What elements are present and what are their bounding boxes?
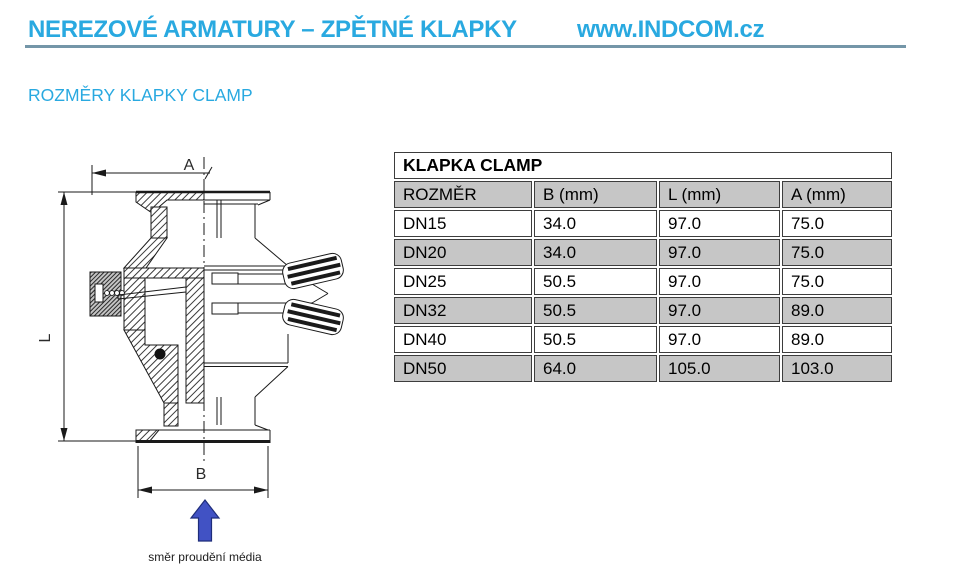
table-row: DN15 34.0 97.0 75.0	[394, 210, 893, 237]
table-cell-a: 75.0	[782, 239, 893, 266]
table-row: DN25 50.5 97.0 75.0	[394, 268, 893, 295]
table-cell-size: DN15	[394, 210, 532, 237]
dimension-a	[91, 165, 213, 195]
table-cell-l: 97.0	[659, 239, 780, 266]
section-subtitle: ROZMĚRY KLAPKY CLAMP	[28, 85, 253, 105]
valve-technical-drawing: A L	[37, 157, 344, 564]
table-cell-size: DN25	[394, 268, 532, 295]
table-row: DN50 64.0 105.0 103.0	[394, 355, 893, 382]
table-cell-a: 89.0	[782, 297, 893, 324]
table-cell-b: 50.5	[534, 326, 657, 353]
dim-a-label: A	[184, 157, 195, 174]
flow-caption: směr proudění média	[148, 550, 262, 564]
table-cell-a: 75.0	[782, 210, 893, 237]
dims-table-body: DN15 34.0 97.0 75.0 DN20 34.0 97.0 75.0 DN25 50.5…	[394, 210, 893, 382]
header-rule	[25, 45, 906, 48]
page-title: NEREZOVÉ ARMATURY – ZPĚTNÉ KLAPKY	[28, 16, 517, 43]
table-cell-l: 97.0	[659, 210, 780, 237]
col-header-rozmer: ROZMĚR	[394, 181, 532, 208]
dimension-l	[58, 191, 136, 442]
table-cell-size: DN50	[394, 355, 532, 382]
table-cell-size: DN40	[394, 326, 532, 353]
website-link[interactable]: www.INDCOM.cz	[577, 16, 765, 43]
pivot-ball	[154, 348, 166, 360]
table-cell-a: 103.0	[782, 355, 893, 382]
dimension-b	[137, 446, 269, 498]
table-row: DN32 50.5 97.0 89.0	[394, 297, 893, 324]
dim-l-label: L	[37, 333, 54, 342]
table-title: KLAPKA CLAMP	[394, 152, 893, 179]
table-cell-b: 64.0	[534, 355, 657, 382]
table-cell-b: 34.0	[534, 239, 657, 266]
table-cell-a: 75.0	[782, 268, 893, 295]
col-header-b: B (mm)	[534, 181, 657, 208]
table-cell-a: 89.0	[782, 326, 893, 353]
table-cell-b: 50.5	[534, 268, 657, 295]
dimensions-table: KLAPKA CLAMP ROZMĚR B (mm) L (mm) A (mm)…	[392, 150, 894, 384]
table-row: DN20 34.0 97.0 75.0	[394, 239, 893, 266]
table-title-row: KLAPKA CLAMP	[394, 152, 893, 179]
dim-b-label: B	[196, 466, 207, 483]
table-cell-l: 97.0	[659, 268, 780, 295]
wing-nut	[211, 252, 344, 336]
table-cell-size: DN32	[394, 297, 532, 324]
table-cell-l: 97.0	[659, 297, 780, 324]
flow-direction-arrow	[189, 499, 221, 542]
table-header-row: ROZMĚR B (mm) L (mm) A (mm)	[394, 181, 893, 208]
col-header-a: A (mm)	[782, 181, 893, 208]
table-cell-size: DN20	[394, 239, 532, 266]
table-cell-b: 34.0	[534, 210, 657, 237]
valve-body	[89, 190, 289, 443]
table-row: DN40 50.5 97.0 89.0	[394, 326, 893, 353]
table-cell-l: 97.0	[659, 326, 780, 353]
table-cell-l: 105.0	[659, 355, 780, 382]
table-cell-b: 50.5	[534, 297, 657, 324]
col-header-l: L (mm)	[659, 181, 780, 208]
